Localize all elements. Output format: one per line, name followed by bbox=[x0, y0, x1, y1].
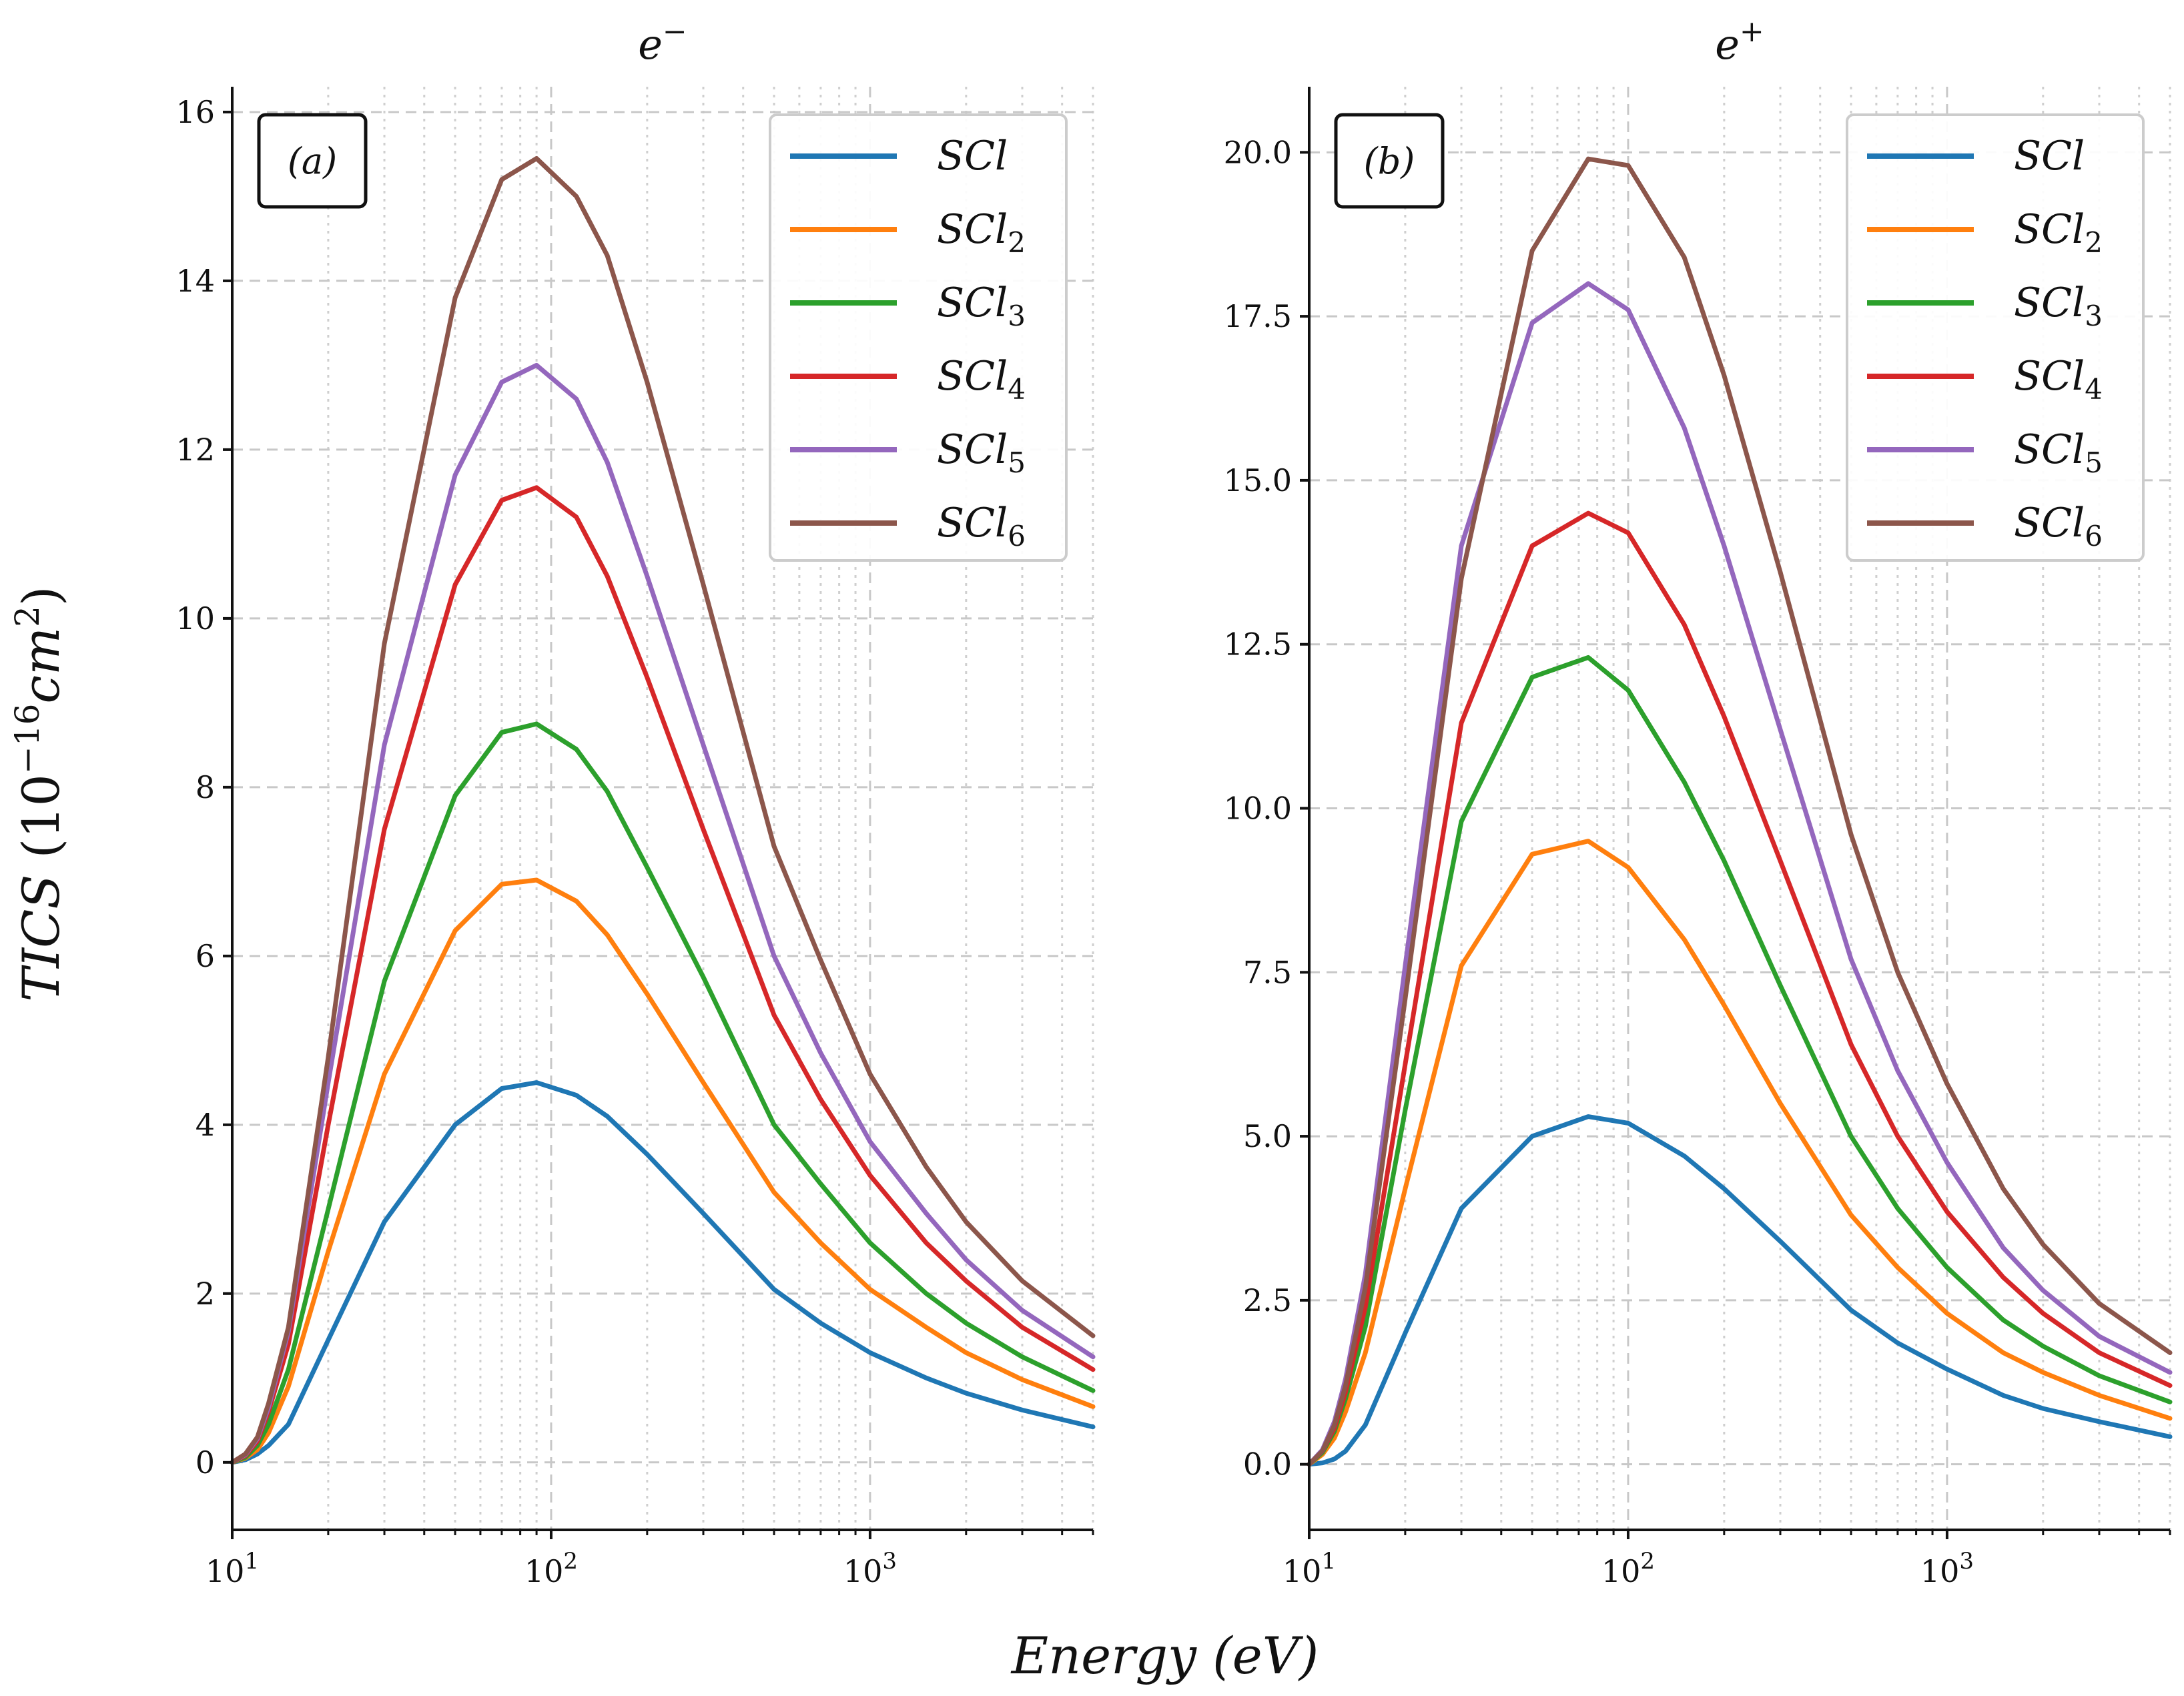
legend-label: SCl4 bbox=[2014, 353, 2103, 406]
series-line-SCl4 bbox=[1307, 510, 2173, 1467]
panel-label: (a) bbox=[257, 113, 368, 209]
legend-label: SCl6 bbox=[2014, 500, 2103, 552]
y-axis-title: TICS (10−16cm2) bbox=[8, 586, 71, 1001]
series-line-SCl4 bbox=[230, 485, 1096, 1465]
y-tick-label: 4 bbox=[196, 1107, 215, 1143]
y-tick-label: 7.5 bbox=[1243, 954, 1292, 990]
x-tick-label: 102 bbox=[524, 1548, 578, 1589]
legend: SCl SCl2 SCl3 SCl4 SCl5 SCl6 bbox=[769, 113, 1068, 562]
series-line-SCl2 bbox=[1307, 839, 2173, 1467]
legend-label: SCl6 bbox=[937, 500, 1026, 552]
y-tick-label: 12 bbox=[175, 432, 215, 468]
x-tick-label: 101 bbox=[206, 1548, 259, 1589]
x-tick-label: 103 bbox=[1920, 1548, 1974, 1589]
series-line-SCl2 bbox=[230, 877, 1096, 1465]
y-tick-label: 0 bbox=[196, 1444, 215, 1480]
y-axis-unit-exp: −16 bbox=[8, 704, 47, 775]
y-tick-label: 0.0 bbox=[1243, 1446, 1292, 1482]
y-tick-label: 10.0 bbox=[1224, 791, 1292, 827]
series-line-SCl6 bbox=[1307, 156, 2173, 1467]
legend-box bbox=[1846, 113, 2145, 562]
legend-label: SCl3 bbox=[2014, 280, 2103, 332]
chart-title: e− bbox=[638, 15, 687, 69]
y-axis-title-main: TICS bbox=[11, 858, 71, 1001]
panel-label-text: (b) bbox=[1364, 140, 1415, 182]
panel-label-box bbox=[257, 113, 368, 209]
legend-entry-SCl4: SCl4 bbox=[790, 353, 1026, 406]
legend-entry-SCl: SCl bbox=[790, 133, 1008, 179]
x-tick-label: 103 bbox=[843, 1548, 897, 1589]
y-axis-unit-close: ) bbox=[11, 586, 71, 606]
legend-label: SCl bbox=[2014, 133, 2085, 179]
x-axis-title-unit: (eV) bbox=[1196, 1626, 1319, 1685]
y-tick-label: 14 bbox=[175, 263, 215, 299]
legend-label: SCl bbox=[937, 133, 1008, 179]
y-tick-label: 2.5 bbox=[1243, 1282, 1292, 1318]
y-tick-label: 5.0 bbox=[1243, 1118, 1292, 1154]
series-line-SCl3 bbox=[230, 721, 1096, 1465]
legend-label: SCl2 bbox=[937, 206, 1026, 259]
series-line-SCl6 bbox=[230, 156, 1096, 1465]
legend-entry-SCl5: SCl5 bbox=[790, 426, 1026, 479]
y-tick-label: 16 bbox=[175, 94, 215, 130]
series-lines bbox=[1307, 156, 2173, 1467]
y-axis-unit-sq: 2 bbox=[8, 606, 47, 627]
y-tick-label: 15.0 bbox=[1224, 462, 1292, 498]
y-tick-label: 2 bbox=[196, 1276, 215, 1312]
y-tick-label: 12.5 bbox=[1224, 626, 1292, 663]
panel-b: 0.0 2.5 5.0 7.5 10.0 12.5 15.0 17.5 20.0 101 102 10… bbox=[1224, 15, 2173, 1589]
legend-entry-SCl5: SCl5 bbox=[1867, 426, 2103, 479]
panel-label-box bbox=[1334, 113, 1445, 209]
legend-entry-SCl2: SCl2 bbox=[1867, 206, 2103, 259]
y-tick-label: 10 bbox=[175, 600, 215, 637]
y-tick-label: 17.5 bbox=[1224, 298, 1292, 334]
legend-entry-SCl2: SCl2 bbox=[790, 206, 1026, 259]
legend-box bbox=[769, 113, 1068, 562]
y-tick-label: 8 bbox=[196, 769, 215, 805]
series-line-SCl bbox=[1307, 1114, 2173, 1467]
legend-entry-SCl3: SCl3 bbox=[1867, 280, 2103, 332]
x-tick-label: 102 bbox=[1601, 1548, 1655, 1589]
panel-label: (b) bbox=[1334, 113, 1445, 209]
series-line-SCl bbox=[230, 1080, 1096, 1465]
x-tick-label: 101 bbox=[1283, 1548, 1336, 1589]
y-tick-label: 6 bbox=[196, 938, 215, 974]
legend: SCl SCl2 SCl3 SCl4 SCl5 SCl6 bbox=[1846, 113, 2145, 562]
legend-entry-SCl6: SCl6 bbox=[790, 500, 1026, 552]
x-axis-title-main: Energy bbox=[1010, 1626, 1197, 1685]
series-lines bbox=[230, 156, 1096, 1465]
legend-label: SCl4 bbox=[937, 353, 1026, 406]
y-axis-unit-prefix: (10 bbox=[11, 774, 71, 858]
legend-label: SCl2 bbox=[2014, 206, 2103, 259]
x-axis-title: Energy (eV) bbox=[1010, 1626, 1319, 1685]
legend-label: SCl5 bbox=[937, 426, 1026, 479]
legend-entry-SCl3: SCl3 bbox=[790, 280, 1026, 332]
panel-label-text: (a) bbox=[288, 140, 337, 182]
y-axis-unit-body: cm bbox=[11, 627, 71, 704]
chart-title: e+ bbox=[1715, 15, 1764, 69]
y-tick-label: 20.0 bbox=[1224, 134, 1292, 170]
legend-label: SCl3 bbox=[937, 280, 1026, 332]
legend-entry-SCl4: SCl4 bbox=[1867, 353, 2103, 406]
legend-entry-SCl6: SCl6 bbox=[1867, 500, 2103, 552]
legend-label: SCl5 bbox=[2014, 426, 2103, 479]
legend-entry-SCl: SCl bbox=[1867, 133, 2085, 179]
